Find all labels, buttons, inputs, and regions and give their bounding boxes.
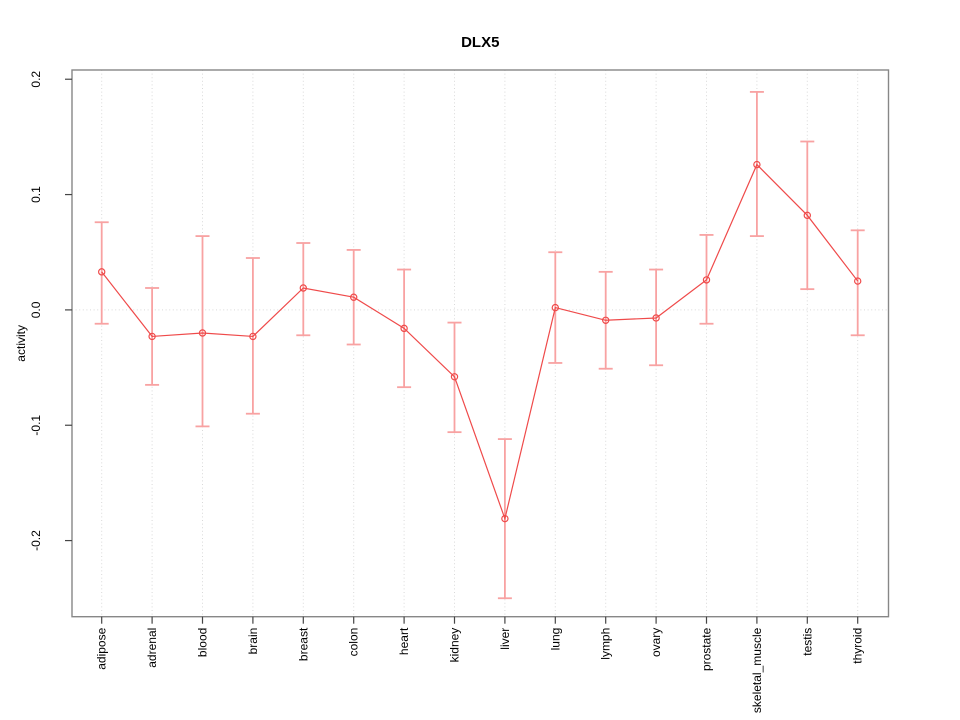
data-point-kidney: [450, 373, 459, 381]
data-point-breast: [299, 284, 307, 292]
data-point-heart: [400, 324, 408, 333]
data-point-lung: [551, 303, 560, 312]
data-point-liver: [501, 514, 509, 523]
data-point-lymph: [602, 316, 610, 324]
data-point-thyroid: [854, 277, 862, 285]
x-tick-label-brain: brain: [246, 628, 260, 655]
x-tick-label-testis: testis: [800, 628, 814, 656]
x-tick-label-breast: breast: [296, 627, 310, 661]
data-point-blood: [198, 329, 207, 337]
x-tick-label-adrenal: adrenal: [145, 628, 159, 668]
y-axis-label: activity: [14, 325, 28, 362]
y-tick-label: -0.1: [29, 415, 43, 436]
x-tick-label-adipose: adipose: [95, 627, 109, 669]
x-tick-label-prostate: prostate: [700, 627, 714, 671]
series-line: [101, 163, 859, 521]
data-point-colon: [350, 293, 358, 301]
y-tick-label: 0.2: [29, 71, 43, 88]
y-tick-label: 0.1: [29, 186, 43, 203]
x-tick-label-thyroid: thyroid: [851, 628, 865, 664]
data-point-adrenal: [148, 332, 156, 341]
data-point-prostate: [702, 276, 711, 284]
data-point-brain: [249, 332, 257, 341]
x-tick-label-kidney: kidney: [448, 628, 462, 663]
chart-title: DLX5: [461, 34, 499, 51]
data-point-skeletal_muscle: [753, 160, 761, 169]
x-tick-label-skeletal_muscle: skeletal_muscle: [750, 627, 764, 713]
plot-box: [71, 69, 890, 618]
x-tick-label-colon: colon: [347, 628, 361, 657]
x-tick-label-blood: blood: [196, 628, 210, 657]
data-point-testis: [803, 211, 812, 220]
y-tick-label: 0.0: [29, 301, 43, 318]
y-tick-label: -0.2: [29, 530, 43, 551]
data-point-adipose: [97, 268, 106, 276]
data-point-ovary: [652, 314, 660, 322]
x-tick-label-liver: liver: [498, 628, 512, 650]
x-tick-label-ovary: ovary: [649, 628, 663, 657]
x-tick-label-lymph: lymph: [599, 628, 613, 660]
x-tick-label-heart: heart: [397, 627, 411, 655]
x-tick-label-lung: lung: [548, 628, 562, 651]
